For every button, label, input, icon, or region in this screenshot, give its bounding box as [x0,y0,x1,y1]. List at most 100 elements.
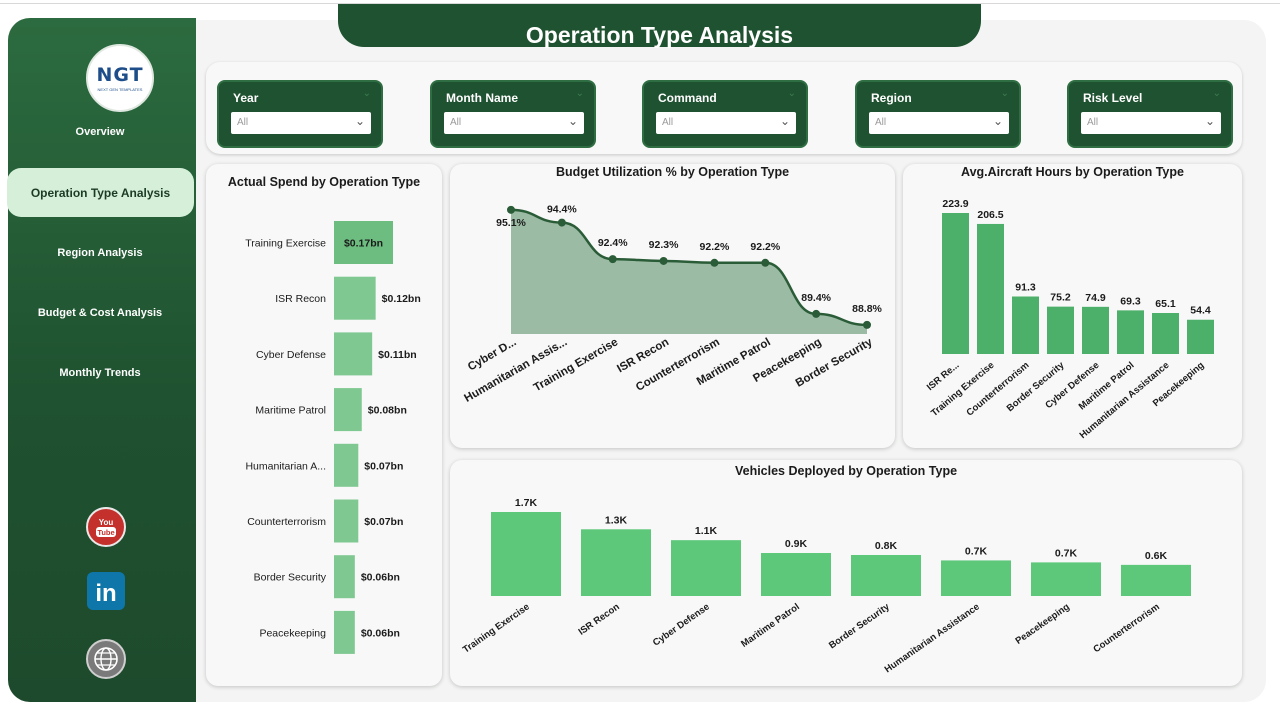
aircraft-hours-bar[interactable] [1187,319,1214,354]
filter-month-name: Month Name ⌄ All ⌄ [430,80,596,148]
aircraft-hours-bar[interactable] [1117,310,1144,354]
utilization-point[interactable] [507,205,515,214]
chevron-down-icon[interactable]: ⌄ [1000,88,1009,99]
nav-operation-type-analysis[interactable]: Operation Type Analysis [7,168,194,217]
category-label: Border Security [254,572,327,584]
chevron-down-icon[interactable]: ⌄ [1212,88,1221,99]
spend-bar[interactable] [334,499,359,543]
filter-label: Risk Level [1083,91,1143,105]
dropdown-value: All [237,117,249,128]
filter-region: Region ⌄ All ⌄ [855,80,1021,148]
data-label: $0.07bn [364,516,403,528]
chart-title: Actual Spend by Operation Type [227,175,421,189]
aircraft-hours-bar[interactable] [942,213,969,354]
dropdown-value: All [1087,117,1099,128]
data-label: $0.08bn [368,405,407,417]
chart-title: Avg.Aircraft Hours by Operation Type [961,165,1184,179]
data-label: 0.8K [875,540,898,552]
utilization-point[interactable] [710,258,719,267]
chevron-down-icon: ⌄ [567,114,578,128]
spend-bar[interactable] [334,332,373,376]
data-label: $0.17bn [344,238,383,250]
vehicles-bar[interactable] [671,540,741,596]
data-label: 54.4 [1190,305,1211,317]
data-label: $0.12bn [382,293,421,305]
spend-bar[interactable] [334,443,359,487]
category-label: Border Security [827,601,892,651]
data-label: 92.4% [598,237,628,249]
nav-overview[interactable]: Overview [75,126,125,138]
vehicles-bar[interactable] [491,512,561,596]
data-label: $0.11bn [378,349,417,361]
vehicles-bar[interactable] [1031,562,1101,596]
nav-monthly-trends[interactable]: Monthly Trends [59,367,141,379]
website-icon[interactable] [86,639,126,679]
dropdown-value: All [875,117,887,128]
spend-bar[interactable] [334,276,376,320]
data-label: 74.9 [1085,292,1106,304]
chevron-down-icon[interactable]: ⌄ [787,88,796,99]
filter-label: Region [871,91,912,105]
nav-budget-cost-analysis[interactable]: Budget & Cost Analysis [37,307,163,319]
filter-risk-level: Risk Level ⌄ All ⌄ [1067,80,1233,148]
utilization-point[interactable] [557,218,566,227]
category-label: ISR Recon [275,293,326,305]
data-label: 69.3 [1120,295,1141,307]
svg-text:Tube: Tube [97,528,114,537]
year-dropdown[interactable]: All ⌄ [231,112,371,134]
chevron-down-icon: ⌄ [1204,114,1215,128]
linkedin-icon[interactable]: in [86,571,126,611]
category-label: Training Exercise [929,360,996,419]
aircraft-hours-bar[interactable] [1012,296,1039,354]
utilization-point[interactable] [659,256,668,265]
data-label: 91.3 [1015,282,1036,294]
command-dropdown[interactable]: All ⌄ [656,112,796,134]
budget-utilization-chart: 95.1%Cyber D...94.4%Humanitarian Assis..… [462,204,882,405]
spend-bar[interactable] [334,388,362,432]
data-label: 92.3% [649,239,679,251]
filter-label: Month Name [446,91,518,105]
utilization-point[interactable] [812,309,821,318]
actual-spend-chart: Training Exercise $0.17bn ISR Recon $0.12bn… [245,221,421,654]
utilization-point[interactable] [608,255,617,264]
risk-level-dropdown[interactable]: All ⌄ [1081,112,1221,134]
filter-label: Year [233,91,259,105]
data-label: $0.07bn [364,460,403,472]
vehicles-bar[interactable] [851,554,921,596]
utilization-point[interactable] [863,320,871,329]
category-label: Counterterrorism [634,336,722,394]
filter-command: Command ⌄ All ⌄ [642,80,808,148]
category-label: Cyber Defense [651,601,712,648]
vehicles-bar[interactable] [581,529,651,596]
aircraft-hours-bar[interactable] [1152,313,1179,354]
nav-region-analysis[interactable]: Region Analysis [57,247,143,259]
utilization-point[interactable] [761,258,770,267]
vehicles-bar[interactable] [1121,564,1191,596]
youtube-icon[interactable]: You Tube [86,507,126,547]
page-header: Operation Type Analysis [338,4,981,48]
dropdown-value: All [450,117,462,128]
spend-bar[interactable] [334,610,355,654]
utilization-area [511,209,867,334]
region-dropdown[interactable]: All ⌄ [869,112,1009,134]
vehicles-bar[interactable] [761,553,831,596]
dropdown-value: All [662,117,674,128]
chevron-down-icon[interactable]: ⌄ [575,88,584,99]
category-label: Training Exercise [245,238,326,250]
logo-subtitle: NEXT GEN TEMPLATES [97,87,143,92]
chevron-down-icon[interactable]: ⌄ [362,88,371,99]
window-top-border [0,0,1280,4]
aircraft-hours-bar[interactable] [1082,306,1109,354]
category-label: Counterterrorism [1091,601,1161,655]
aircraft-hours-bar[interactable] [1047,306,1074,354]
spend-bar[interactable] [334,555,355,599]
vehicles-deployed-card: Vehicles Deployed by Operation Type 1.7K… [450,460,1242,686]
vehicles-bar[interactable] [941,560,1011,596]
aircraft-hours-bar[interactable] [977,223,1004,354]
utilization-line [510,208,868,327]
spend-bar[interactable] [334,221,393,264]
category-label: Training Exercise [532,336,620,394]
month-name-dropdown[interactable]: All ⌄ [444,112,584,134]
data-label: 223.9 [942,198,968,210]
